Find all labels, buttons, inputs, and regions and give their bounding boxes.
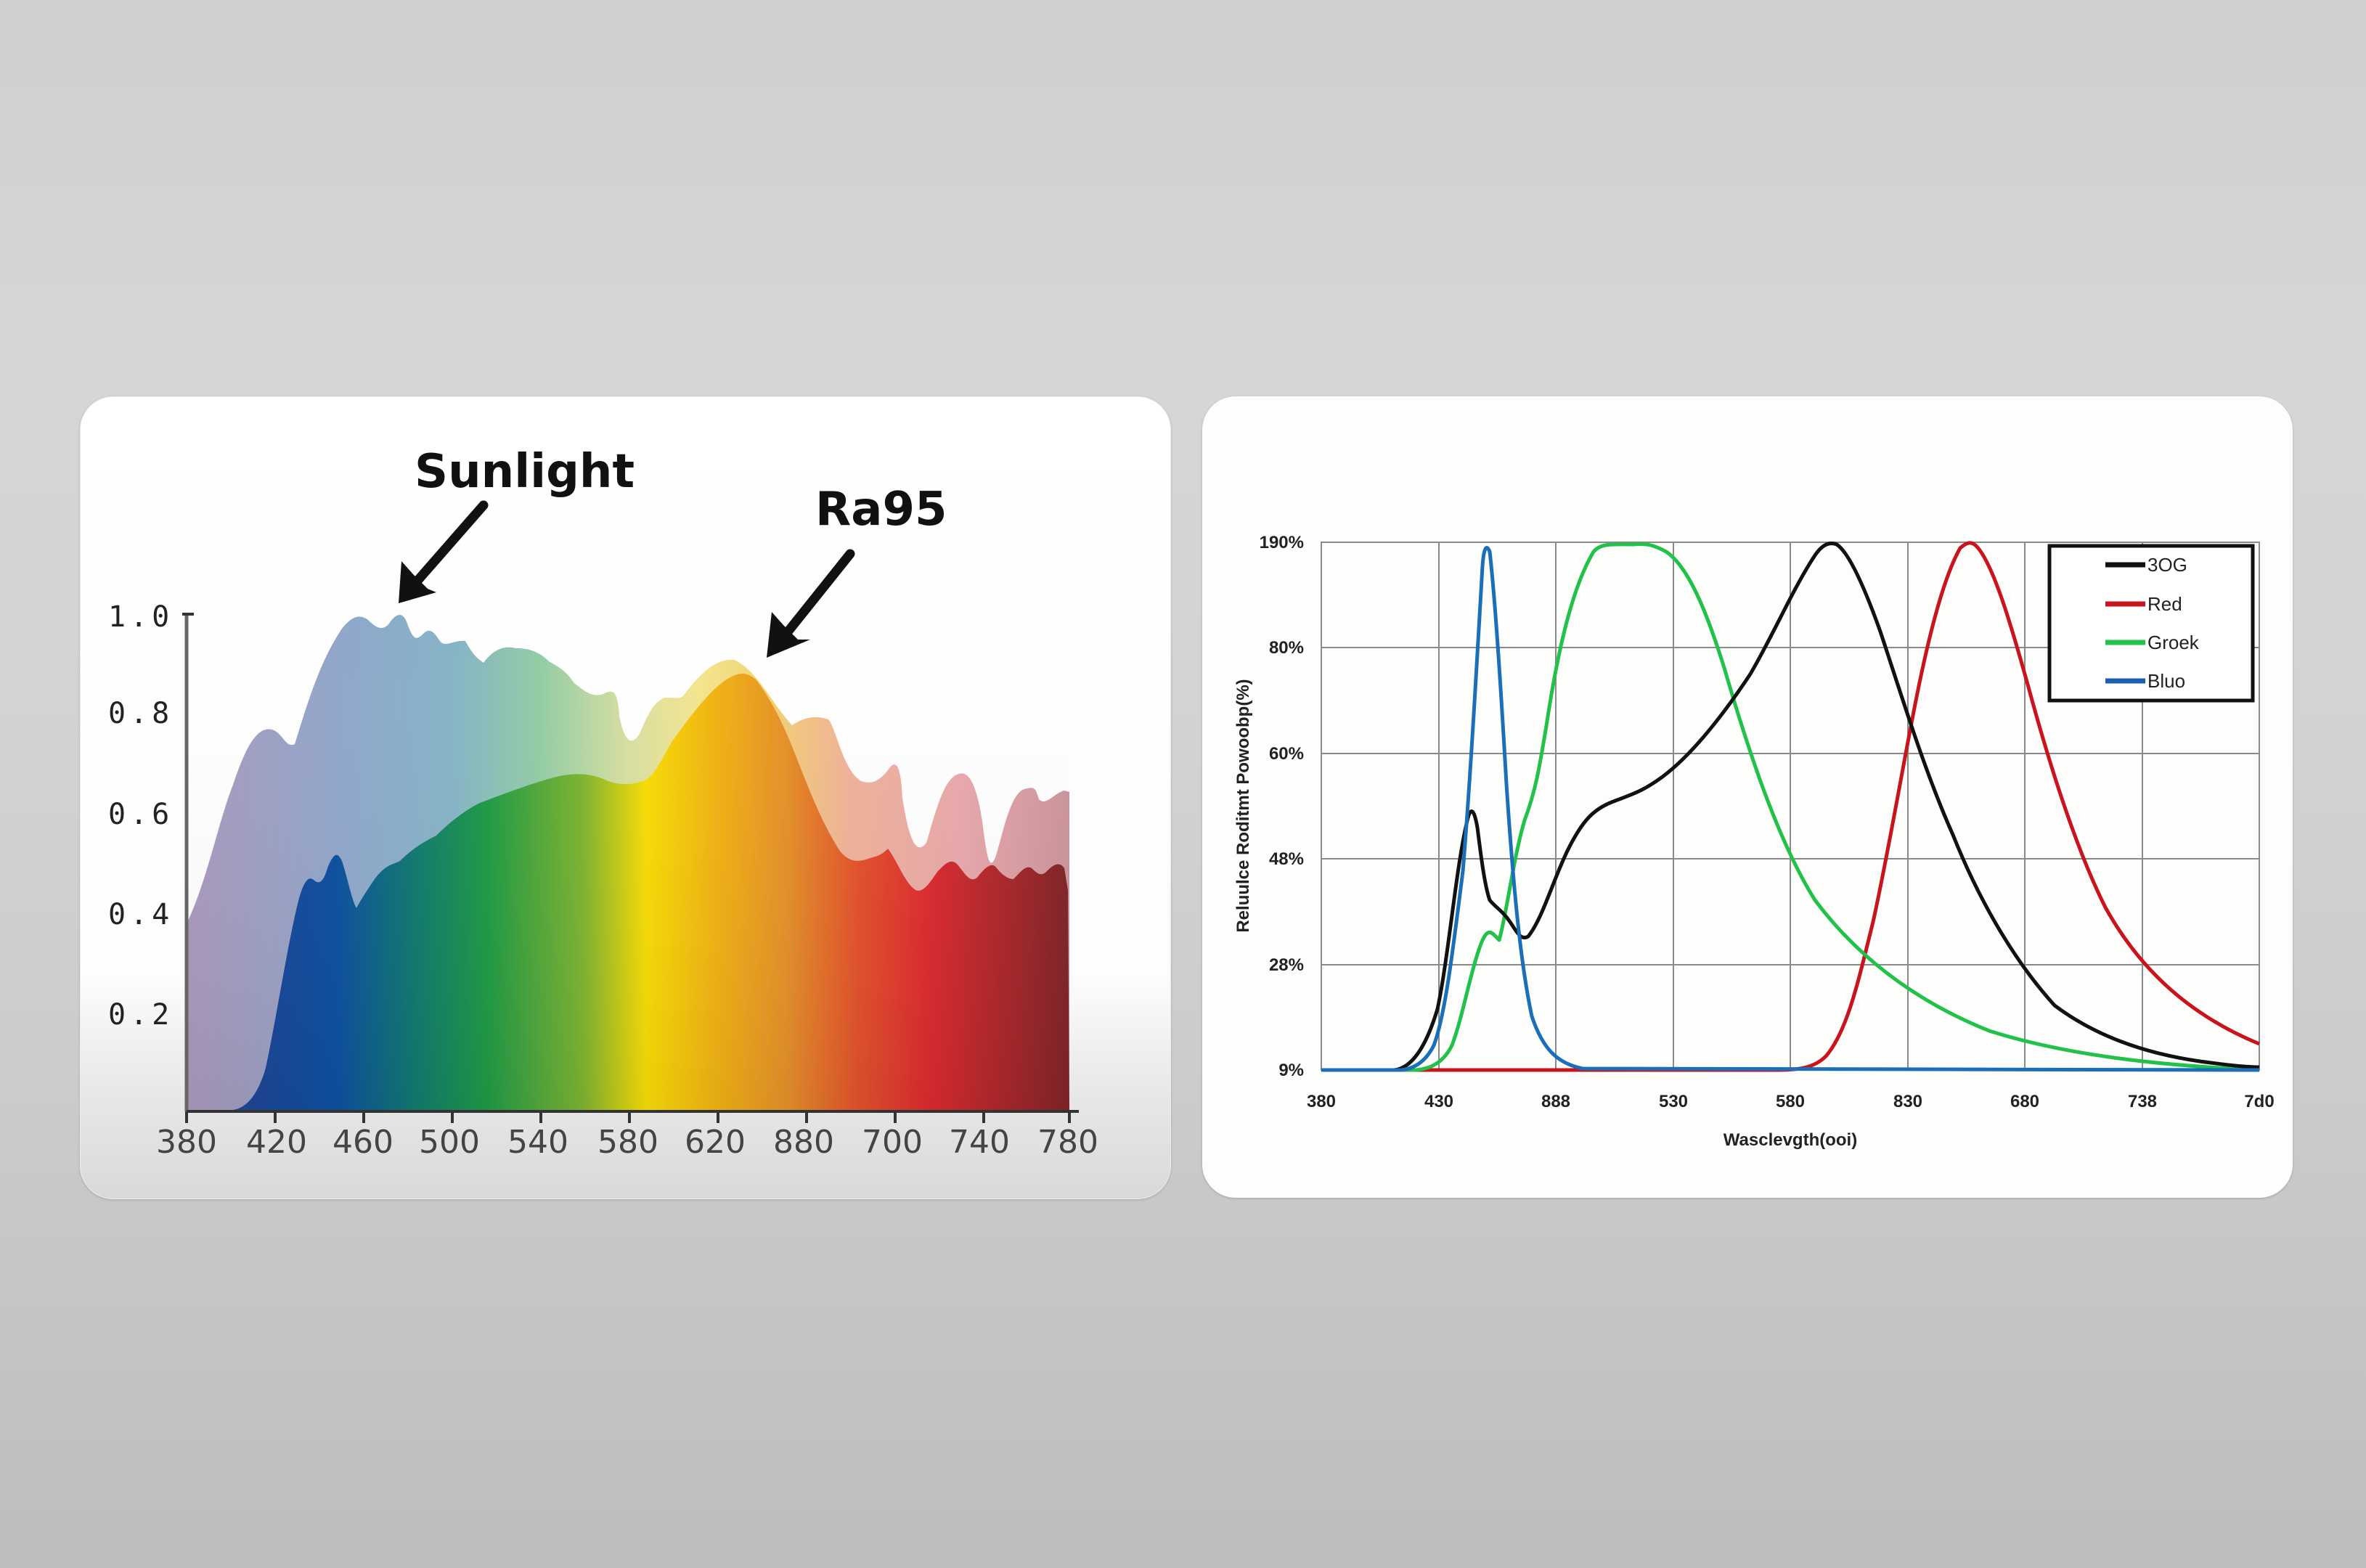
spectrum-line-chart: 190% 80% 60% 48% 28% 9% Reluulce Roditmt… [1233, 533, 2275, 1150]
x-tick-label: 380 [156, 1124, 217, 1161]
y-tick-label: 60% [1269, 744, 1304, 764]
black-series-line [1321, 542, 2260, 1072]
y-axis-label: Reluulce Roditmt Powoobp(%) [1233, 679, 1253, 932]
legend-label: Red [2147, 593, 2182, 615]
blue-series-line [1321, 546, 2260, 1072]
x-tick-label: 500 [419, 1124, 480, 1161]
x-tick-label: 680 [2010, 1092, 2039, 1111]
area-shading [187, 615, 1069, 1111]
y-tick-label: 1.0 [108, 600, 174, 634]
x-tick-label: 740 [949, 1124, 1010, 1161]
x-tick-label: 530 [1659, 1092, 1688, 1111]
y-axis-ticks: 190% 80% 60% 48% 28% 9% [1260, 533, 1304, 1080]
x-tick-label: 7d0 [2244, 1092, 2274, 1111]
legend-label: 3OG [2147, 554, 2187, 576]
legend-label: Bluo [2147, 670, 2185, 692]
spectrum-area-chart: 1.0 0.8 0.6 0.4 0.2 380 420 460 500 540 [108, 445, 1098, 1161]
y-tick-label: 80% [1269, 638, 1304, 658]
y-tick-label: 0.2 [108, 998, 174, 1032]
legend-label: Groek [2147, 632, 2200, 653]
sunlight-vs-ra95-card: 1.0 0.8 0.6 0.4 0.2 380 420 460 500 540 [80, 396, 1171, 1199]
x-axis-label: Wasclevgth(ooi) [1723, 1130, 1857, 1150]
x-tick-label: 700 [862, 1124, 923, 1161]
x-tick-label: 888 [1541, 1092, 1570, 1111]
x-tick-label: 880 [773, 1124, 834, 1161]
x-tick-label: 420 [246, 1124, 307, 1161]
red-series-line [1321, 541, 2260, 1072]
y-axis-ticks: 1.0 0.8 0.6 0.4 0.2 [108, 600, 174, 1032]
legend: 3OG Red Groek Bluo [2047, 544, 2255, 703]
x-tick-label: 460 [333, 1124, 393, 1161]
x-tick-label: 780 [1037, 1124, 1098, 1161]
x-tick-label: 540 [507, 1124, 568, 1161]
x-tick-label: 380 [1307, 1092, 1336, 1111]
ra95-annotation: Ra95 [815, 483, 947, 536]
y-tick-label: 0.4 [108, 898, 174, 931]
x-axis-ticks: 380 420 460 500 540 580 620 880 700 740 … [156, 1124, 1098, 1161]
x-tick-marks [185, 1111, 1071, 1123]
ra95-arrow-icon [767, 549, 855, 658]
green-series-line [1321, 542, 2260, 1072]
x-axis-ticks: 380 430 888 530 580 830 680 738 7d0 [1307, 1092, 2275, 1111]
sunlight-arrow-icon [399, 500, 489, 603]
y-tick-label: 0.8 [108, 697, 174, 730]
sunlight-annotation: Sunlight [415, 445, 635, 499]
y-tick-label: 9% [1278, 1061, 1304, 1080]
x-tick-label: 580 [1776, 1092, 1805, 1111]
x-tick-label: 738 [2128, 1092, 2157, 1111]
x-tick-label: 830 [1893, 1092, 1922, 1111]
y-tick-label: 190% [1260, 533, 1304, 552]
y-tick-label: 28% [1269, 955, 1304, 975]
x-tick-label: 430 [1424, 1092, 1453, 1111]
x-tick-label: 580 [597, 1124, 658, 1161]
y-tick-label: 0.6 [108, 798, 174, 831]
y-tick-label: 48% [1269, 849, 1304, 869]
rgb-spectrum-card: 190% 80% 60% 48% 28% 9% Reluulce Roditmt… [1202, 396, 2293, 1198]
x-tick-label: 620 [685, 1124, 746, 1161]
